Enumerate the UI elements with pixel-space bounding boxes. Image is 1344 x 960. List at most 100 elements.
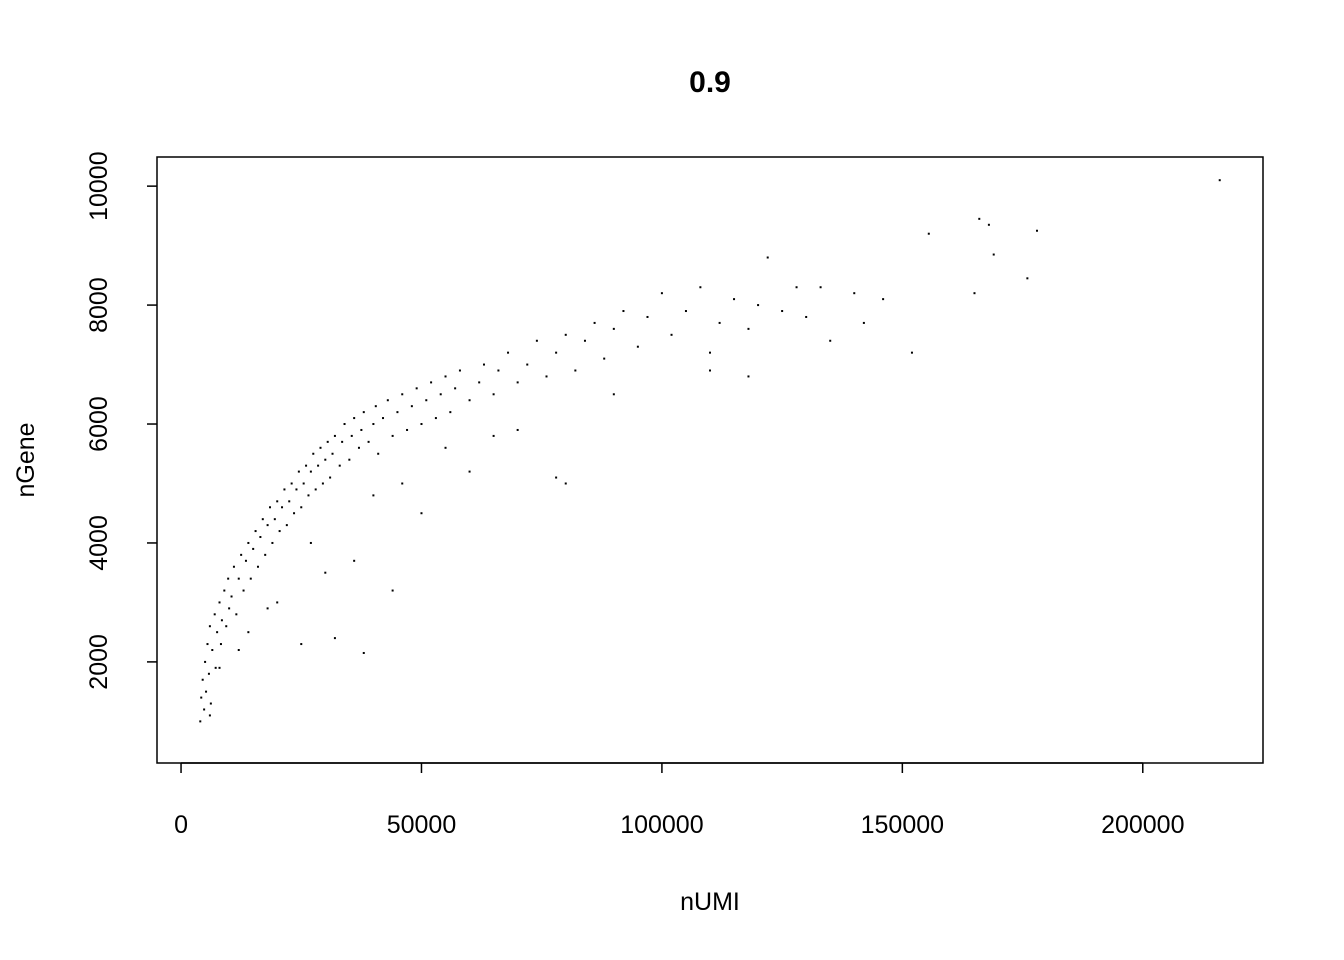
chart-title: 0.9 (689, 66, 731, 99)
data-point (203, 708, 206, 711)
data-point (295, 488, 298, 491)
data-point (406, 428, 409, 431)
data-point (237, 649, 240, 652)
data-point (208, 714, 211, 717)
data-point (819, 286, 822, 289)
data-point (410, 405, 413, 408)
data-point (321, 482, 324, 485)
data-point (709, 351, 711, 354)
data-point (516, 428, 519, 431)
x-axis-label: nUMI (680, 888, 740, 916)
data-point (220, 619, 223, 622)
data-point (235, 613, 238, 616)
data-point (444, 446, 447, 449)
data-point (333, 434, 336, 437)
y-tick-label: 6000 (85, 396, 113, 452)
data-point (1035, 229, 1038, 232)
data-point (636, 345, 639, 348)
data-point (564, 482, 567, 485)
data-point (492, 434, 495, 437)
x-tick-label: 100000 (620, 811, 703, 839)
x-tick-label: 0 (174, 811, 188, 839)
data-point (367, 440, 370, 443)
data-point (242, 589, 245, 592)
y-axis-label: nGene (12, 422, 40, 497)
data-point (362, 651, 365, 654)
data-point (1218, 179, 1221, 182)
data-point (199, 720, 202, 723)
data-point (747, 327, 750, 330)
data-point (420, 512, 423, 515)
data-point (353, 417, 356, 420)
data-point (458, 369, 461, 372)
data-point (978, 217, 981, 220)
data-point (297, 470, 300, 473)
data-point (204, 660, 207, 663)
data-point (341, 440, 344, 443)
data-point (535, 339, 538, 342)
data-point (343, 423, 346, 426)
data-point (302, 482, 305, 485)
data-point (372, 423, 375, 426)
data-point (430, 381, 433, 384)
data-point (612, 393, 615, 396)
data-point (646, 315, 649, 318)
data-point (449, 411, 452, 414)
data-point (201, 678, 204, 681)
data-point (927, 232, 930, 235)
data-point (360, 428, 363, 431)
data-point (273, 518, 276, 521)
data-point (283, 488, 286, 491)
data-point (526, 363, 529, 366)
data-point (266, 524, 269, 527)
data-point (492, 393, 495, 396)
data-point (259, 536, 262, 539)
data-point (331, 452, 334, 455)
data-point (382, 417, 385, 420)
data-point (992, 253, 995, 256)
data-point (766, 256, 769, 259)
data-point (401, 393, 404, 396)
data-point (209, 702, 212, 705)
data-point (574, 369, 577, 372)
data-point (314, 488, 317, 491)
data-point (247, 631, 250, 634)
data-point (211, 649, 214, 652)
data-point (622, 310, 625, 313)
data-point (271, 541, 274, 544)
data-point (612, 327, 615, 330)
data-point (434, 417, 437, 420)
data-point (208, 625, 211, 628)
data-point (660, 292, 663, 295)
data-point (468, 399, 471, 402)
data-point (795, 286, 798, 289)
x-axis: 0 50000 100000 150000 200000 (174, 762, 1185, 839)
x-tick-label: 200000 (1101, 811, 1184, 839)
data-point (401, 482, 404, 485)
data-point (227, 577, 230, 580)
data-point (305, 464, 308, 467)
data-point (478, 381, 481, 384)
data-point (391, 589, 394, 592)
data-point (350, 434, 353, 437)
data-point (482, 363, 485, 366)
data-point (829, 339, 832, 342)
data-point (244, 559, 247, 562)
points-layer (199, 179, 1221, 723)
data-point (326, 440, 329, 443)
data-point (516, 381, 519, 384)
data-point (205, 690, 208, 693)
data-point (309, 541, 312, 544)
data-point (444, 375, 447, 378)
data-point (603, 357, 606, 360)
data-point (386, 399, 389, 402)
data-point (333, 637, 336, 640)
data-point (240, 553, 243, 556)
data-point (254, 530, 257, 533)
y-axis: 2000 4000 6000 8000 10000 (85, 151, 157, 690)
data-point (319, 446, 322, 449)
data-point (300, 506, 303, 509)
data-point (219, 643, 222, 646)
data-point (338, 464, 341, 467)
data-point (987, 223, 990, 226)
